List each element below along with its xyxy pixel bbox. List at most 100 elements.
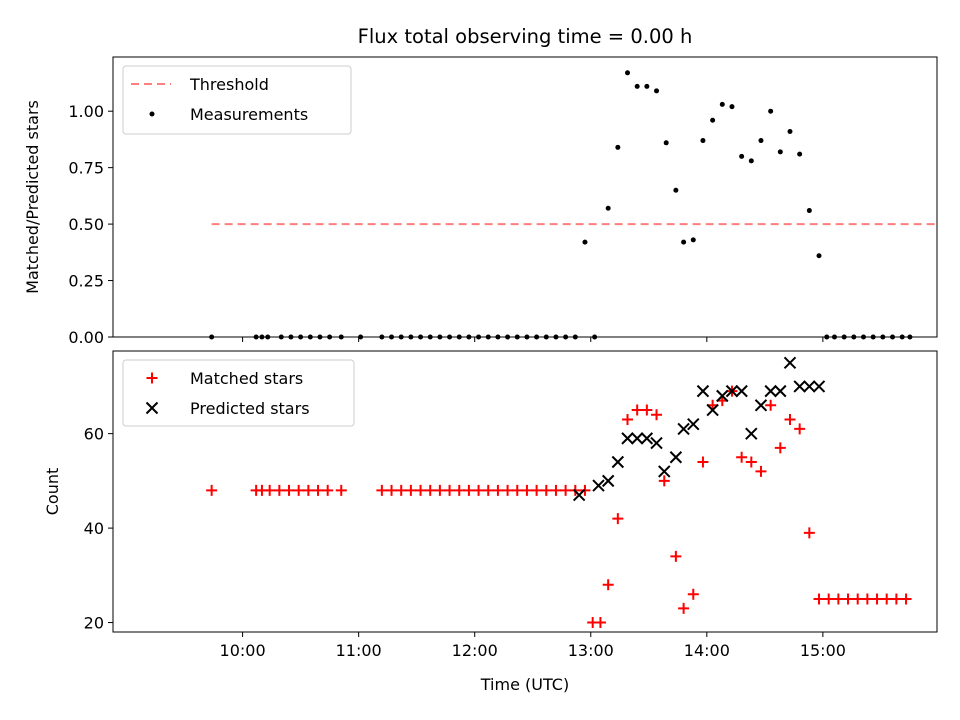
data-point [729,104,735,110]
data-point [206,484,218,496]
x-tick-label: 11:00 [336,641,382,660]
data-point [463,484,475,496]
y-tick-label: 1.00 [68,102,104,121]
data-point [678,602,690,614]
data-point [812,380,826,393]
data-point [861,593,873,605]
data-point [521,484,533,496]
data-point [754,399,768,412]
data-point [615,144,621,150]
data-point [745,456,757,468]
data-point [531,484,543,496]
data-point [473,484,485,496]
data-point [650,436,663,450]
data-point [784,413,796,425]
data-point [681,239,687,245]
y-ticks: 0.00 0.25 0.50 0.75 1.00 [68,102,113,347]
x-tick-label: 15:00 [800,641,846,660]
legend-swatch [149,111,155,117]
data-point [602,579,614,591]
data-point [550,484,562,496]
data-point [540,484,552,496]
data-point [669,451,683,464]
data-point [755,465,767,477]
data-point [641,404,653,416]
data-point [658,465,671,478]
x-ticks [242,337,824,342]
data-point [482,484,494,496]
x-tick-label: 14:00 [684,641,730,660]
legend-swatch [146,372,158,384]
series-predicted-stars [572,356,826,502]
legend-label: Predicted stars [190,399,310,418]
data-point [823,593,835,605]
plot-area-frame [112,56,938,338]
legend: Threshold Measurements [122,65,352,135]
data-point [444,484,456,496]
data-point [797,151,803,157]
data-point [871,593,883,605]
data-point [816,253,822,259]
data-point [687,588,699,600]
data-point [572,488,586,502]
data-point [687,417,700,431]
y-tick-label: 0.75 [68,159,104,178]
x-tick-label: 12:00 [452,641,498,660]
legend-item: Measurements [149,105,308,124]
data-point [765,399,777,411]
data-point [706,403,719,417]
data-point [658,475,670,487]
data-point [283,484,295,496]
y-tick-label: 0.25 [68,272,104,291]
data-point [376,484,388,496]
x-ticks: 10:00 11:00 12:00 13:00 14:00 15:00 [220,632,846,660]
legend-label: Threshold [189,75,269,94]
legend: Matched stars Predicted stars [122,359,355,427]
legend-swatch [145,401,159,415]
data-point [386,484,398,496]
data-point [881,593,893,605]
data-point [787,129,793,135]
data-point [793,380,806,393]
data-point [335,484,347,496]
y-axis-label: Count [43,468,62,516]
data-point [453,484,465,496]
data-point [424,484,436,496]
data-point [700,138,706,144]
data-point [783,356,797,370]
data-point [582,239,588,245]
data-point [748,158,754,164]
data-point [725,384,739,398]
data-point [774,384,787,398]
data-point [634,83,640,89]
legend-item: Matched stars [146,369,303,388]
data-point [690,237,696,243]
data-point [395,484,407,496]
data-point [696,384,710,398]
plot-area-frame [112,350,938,633]
legend-item: Threshold [131,75,269,94]
y-tick-label: 40 [84,519,104,538]
data-point [322,484,334,496]
data-point [511,484,523,496]
y-axis-label: Matched/Predicted stars [23,100,42,294]
series-matched-stars [206,385,912,629]
data-point [625,70,631,76]
data-point [890,593,902,605]
data-point [622,413,634,425]
chart-title: Flux total observing time = 0.00 h [358,25,693,48]
data-point [605,205,611,211]
data-point [697,456,709,468]
data-point [736,451,748,463]
data-point [774,442,786,454]
x-tick-label: 13:00 [568,641,614,660]
data-point [900,593,912,605]
data-point [630,432,644,445]
data-point [621,432,634,445]
data-point [651,409,663,421]
data-point [710,117,716,123]
y-ticks: 20 40 60 [84,425,113,633]
data-point [492,484,504,496]
data-point [852,593,864,605]
